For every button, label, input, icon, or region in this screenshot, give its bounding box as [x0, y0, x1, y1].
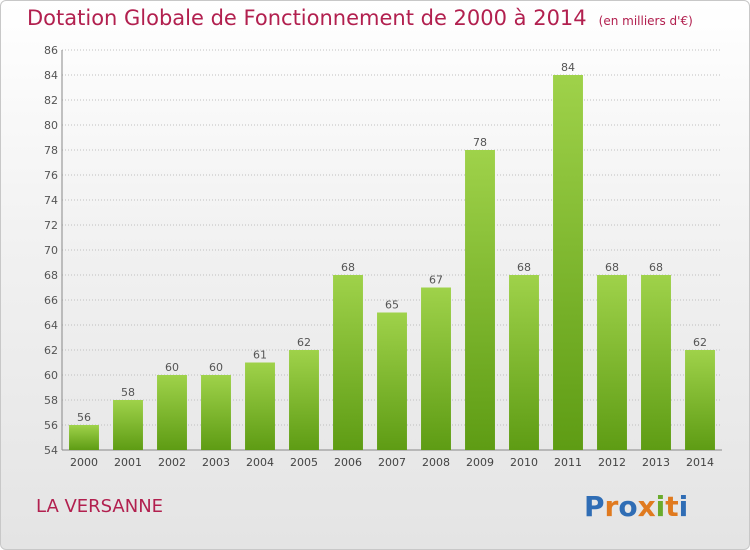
y-tick-label: 56 [44, 419, 58, 432]
bar [509, 275, 539, 450]
bar [597, 275, 627, 450]
bar [245, 362, 275, 450]
x-tick-label: 2007 [378, 456, 406, 469]
bar [553, 75, 583, 450]
brand-letter: o [618, 490, 638, 523]
bar [113, 400, 143, 450]
brand-letter: P [584, 490, 605, 523]
y-tick-label: 68 [44, 269, 58, 282]
bar [69, 425, 99, 450]
x-tick-label: 2013 [642, 456, 670, 469]
brand-letter: i [678, 490, 689, 523]
data-label: 60 [165, 361, 179, 374]
x-tick-label: 2004 [246, 456, 274, 469]
y-tick-label: 70 [44, 244, 58, 257]
bar [289, 350, 319, 450]
x-tick-label: 2006 [334, 456, 362, 469]
bar [201, 375, 231, 450]
data-label: 62 [693, 336, 707, 349]
chart-title: Dotation Globale de Fonctionnement de 20… [27, 6, 587, 30]
chart-header: Dotation Globale de Fonctionnement de 20… [27, 6, 693, 30]
data-label: 68 [605, 261, 619, 274]
chart-unit: (en milliers d'€) [598, 14, 693, 28]
data-label: 68 [517, 261, 531, 274]
x-tick-label: 2008 [422, 456, 450, 469]
y-tick-label: 62 [44, 344, 58, 357]
brand-letter: r [604, 490, 619, 523]
y-tick-label: 54 [44, 444, 58, 457]
bar [421, 287, 451, 450]
x-tick-label: 2012 [598, 456, 626, 469]
y-tick-label: 84 [44, 69, 58, 82]
x-tick-label: 2011 [554, 456, 582, 469]
data-label: 65 [385, 299, 399, 312]
x-tick-label: 2009 [466, 456, 494, 469]
bar [641, 275, 671, 450]
x-tick-label: 2002 [158, 456, 186, 469]
y-tick-label: 60 [44, 369, 58, 382]
bar [465, 150, 495, 450]
data-label: 68 [649, 261, 663, 274]
data-label: 84 [561, 61, 575, 74]
data-label: 61 [253, 349, 267, 362]
brand-letter: i [655, 490, 666, 523]
y-tick-label: 82 [44, 94, 58, 107]
y-tick-label: 72 [44, 219, 58, 232]
data-label: 68 [341, 261, 355, 274]
y-tick-label: 64 [44, 319, 58, 332]
x-tick-label: 2010 [510, 456, 538, 469]
data-label: 58 [121, 386, 135, 399]
y-tick-label: 86 [44, 44, 58, 57]
bar [685, 350, 715, 450]
bar [333, 275, 363, 450]
y-tick-label: 66 [44, 294, 58, 307]
bar [377, 312, 407, 450]
x-tick-label: 2001 [114, 456, 142, 469]
x-tick-label: 2014 [686, 456, 714, 469]
data-label: 78 [473, 136, 487, 149]
place-name: LA VERSANNE [36, 496, 164, 517]
data-label: 62 [297, 336, 311, 349]
x-tick-label: 2000 [70, 456, 98, 469]
bar [157, 375, 187, 450]
y-tick-label: 76 [44, 169, 58, 182]
brand-logo: Proxiti [584, 490, 688, 523]
x-tick-label: 2003 [202, 456, 230, 469]
y-tick-label: 80 [44, 119, 58, 132]
y-tick-label: 58 [44, 394, 58, 407]
x-tick-label: 2005 [290, 456, 318, 469]
data-label: 67 [429, 274, 443, 287]
data-label: 56 [77, 411, 91, 424]
data-label: 60 [209, 361, 223, 374]
brand-letter: x [637, 490, 656, 523]
y-tick-label: 78 [44, 144, 58, 157]
brand-letter: t [665, 490, 679, 523]
y-tick-label: 74 [44, 194, 58, 207]
